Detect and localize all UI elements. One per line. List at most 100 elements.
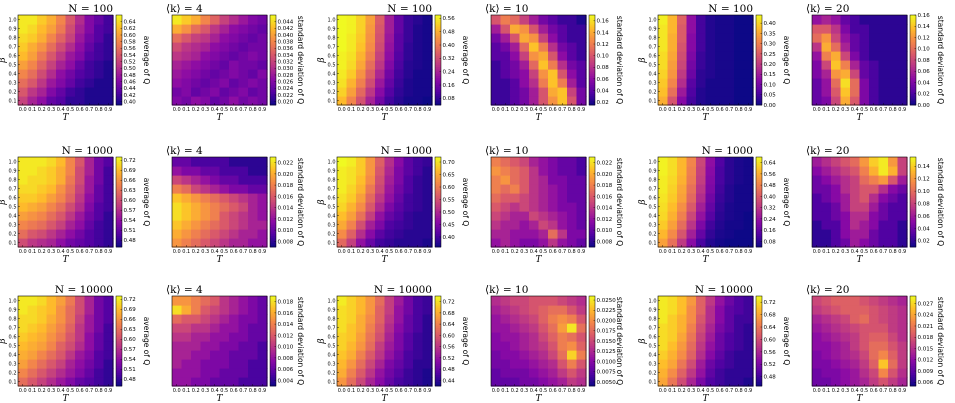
colorbar-segment — [910, 161, 916, 165]
heatmap-cell — [229, 166, 240, 176]
heatmap-cell — [181, 175, 192, 185]
heatmap-cell — [337, 175, 348, 185]
colorbar-segment — [910, 179, 916, 183]
colorbar-segment — [589, 42, 595, 45]
heatmap-cell — [510, 15, 521, 25]
heatmap-cell — [200, 24, 211, 34]
colorbar-segment — [270, 352, 276, 355]
heatmap-cell — [658, 157, 669, 167]
colorbar-segment — [910, 298, 916, 301]
plot-frame — [657, 295, 754, 387]
heatmap-cell — [27, 87, 38, 97]
heatmap-cell — [394, 202, 405, 212]
colorbar-segment — [910, 193, 916, 196]
heatmap-cell — [878, 229, 889, 239]
colorbar-tick-label: 0.014 — [278, 322, 294, 328]
heatmap-cell — [576, 193, 587, 203]
colorbar-segment — [270, 60, 276, 63]
x-tick-label: 0.6 — [870, 388, 878, 394]
heatmap-cell — [172, 350, 183, 360]
heatmap-cell — [557, 314, 568, 324]
heatmap-cell — [557, 24, 568, 34]
heatmap-cell — [724, 60, 735, 70]
x-tick-label: 0.9 — [104, 249, 112, 255]
heatmap-cell — [210, 359, 221, 369]
heatmap-cell — [667, 220, 678, 230]
colorbar-segment — [270, 188, 276, 192]
colorbar-frame — [755, 14, 763, 106]
heatmap-cell — [888, 42, 899, 52]
colorbar-segment — [756, 21, 762, 25]
colorbar-segment — [910, 377, 916, 380]
heatmap-cell — [413, 157, 424, 167]
heatmap-cell — [172, 368, 183, 378]
colorbar-segment — [435, 78, 441, 81]
heatmap-cell — [696, 24, 707, 34]
x-tick-label: 0.1 — [822, 107, 830, 113]
colorbar-segment — [589, 206, 595, 210]
heatmap-cell — [840, 229, 851, 239]
heatmap-cell — [734, 193, 745, 203]
heatmap-cell — [403, 350, 414, 360]
heatmap-cell — [248, 229, 259, 239]
heatmap-cell — [172, 238, 183, 248]
heatmap-cell — [576, 51, 587, 61]
heatmap-panel: 0.0 0.1 0.2 0.3 0.4 0.5 0.6 0.7 0.8 0.9T⟨k⟩ = 200… — [806, 145, 945, 265]
y-tick-label: 1.0 — [649, 298, 657, 304]
colorbar-segment — [270, 316, 276, 319]
heatmap-cell — [422, 60, 433, 70]
heatmap-cell — [18, 15, 29, 25]
y-axis-label: β — [638, 57, 648, 63]
heatmap-cell — [821, 332, 832, 342]
heatmap-cell — [413, 314, 424, 324]
y-tick-label: 0.3 — [649, 361, 657, 367]
heatmap-cell — [734, 238, 745, 248]
heatmap-cells — [658, 157, 754, 248]
colorbar-tick-label: 0.63 — [124, 327, 137, 333]
heatmap-cell — [56, 359, 67, 369]
heatmap-cell — [337, 332, 348, 342]
heatmap-cell — [94, 96, 105, 106]
colorbar-tick-label: 0.69 — [124, 307, 137, 313]
colorbar-segment — [116, 226, 122, 230]
heatmap-cell — [859, 341, 870, 351]
colorbar-segment — [435, 206, 441, 210]
heatmap-cell — [103, 220, 114, 230]
colorbar-tick-label: 0.06 — [918, 69, 931, 75]
heatmap-cell — [248, 175, 259, 185]
colorbar-segment — [435, 190, 441, 194]
heatmap-cell — [743, 193, 754, 203]
heatmap-cell — [191, 350, 202, 360]
heatmap-cell — [869, 42, 880, 52]
heatmap-cell — [384, 175, 395, 185]
colorbar-segment — [116, 359, 122, 362]
colorbar-segment — [270, 168, 276, 171]
x-tick-label: 0.2 — [38, 107, 46, 113]
colorbar-tick-label: 0.68 — [764, 313, 777, 319]
heatmap-cell — [384, 60, 395, 70]
colorbar-segment — [270, 231, 276, 234]
colorbar-segment — [589, 220, 595, 223]
colorbar-segment — [270, 37, 276, 41]
colorbar-tick-label: 0.56 — [443, 16, 456, 22]
heatmap-cell — [103, 51, 114, 61]
heatmap-cell — [257, 42, 268, 52]
plot-frame — [811, 295, 908, 387]
heatmap-cell — [840, 238, 851, 248]
y-tick-label: 0.7 — [9, 44, 17, 50]
heatmap-cell — [422, 305, 433, 315]
x-tick-label: 0.4 — [530, 107, 538, 113]
colorbar-segment — [589, 80, 595, 83]
heatmap-cell — [519, 220, 530, 230]
heatmap-cell — [172, 157, 183, 167]
heatmap-cell — [850, 96, 861, 106]
heatmap-cell — [538, 157, 549, 167]
heatmap-cell — [897, 60, 908, 70]
colorbar-tick-label: 0.40 — [764, 21, 777, 27]
heatmap-cell — [422, 323, 433, 333]
heatmap-cell — [677, 359, 688, 369]
colorbar-segment — [910, 100, 916, 104]
heatmap-cell — [384, 157, 395, 167]
y-tick-label: 0.3 — [649, 80, 657, 86]
heatmap-cell — [375, 220, 386, 230]
